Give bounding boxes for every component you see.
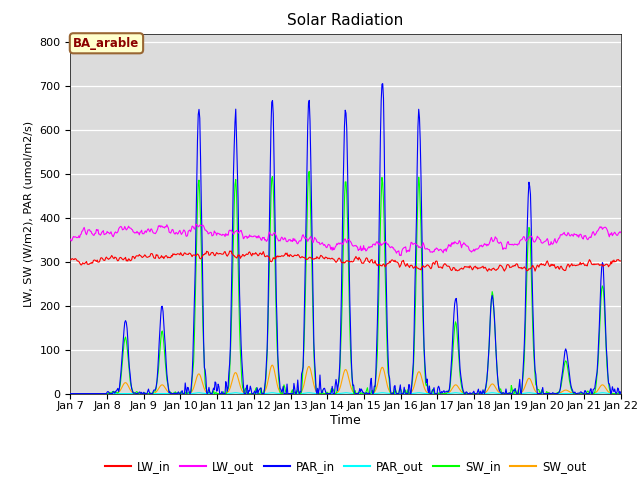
Legend: LW_in, LW_out, PAR_in, PAR_out, SW_in, SW_out: LW_in, LW_out, PAR_in, PAR_out, SW_in, S…: [100, 455, 591, 478]
Text: BA_arable: BA_arable: [74, 37, 140, 50]
X-axis label: Time: Time: [330, 414, 361, 427]
Title: Solar Radiation: Solar Radiation: [287, 13, 404, 28]
Y-axis label: LW, SW (W/m2), PAR (umol/m2/s): LW, SW (W/m2), PAR (umol/m2/s): [24, 120, 34, 307]
